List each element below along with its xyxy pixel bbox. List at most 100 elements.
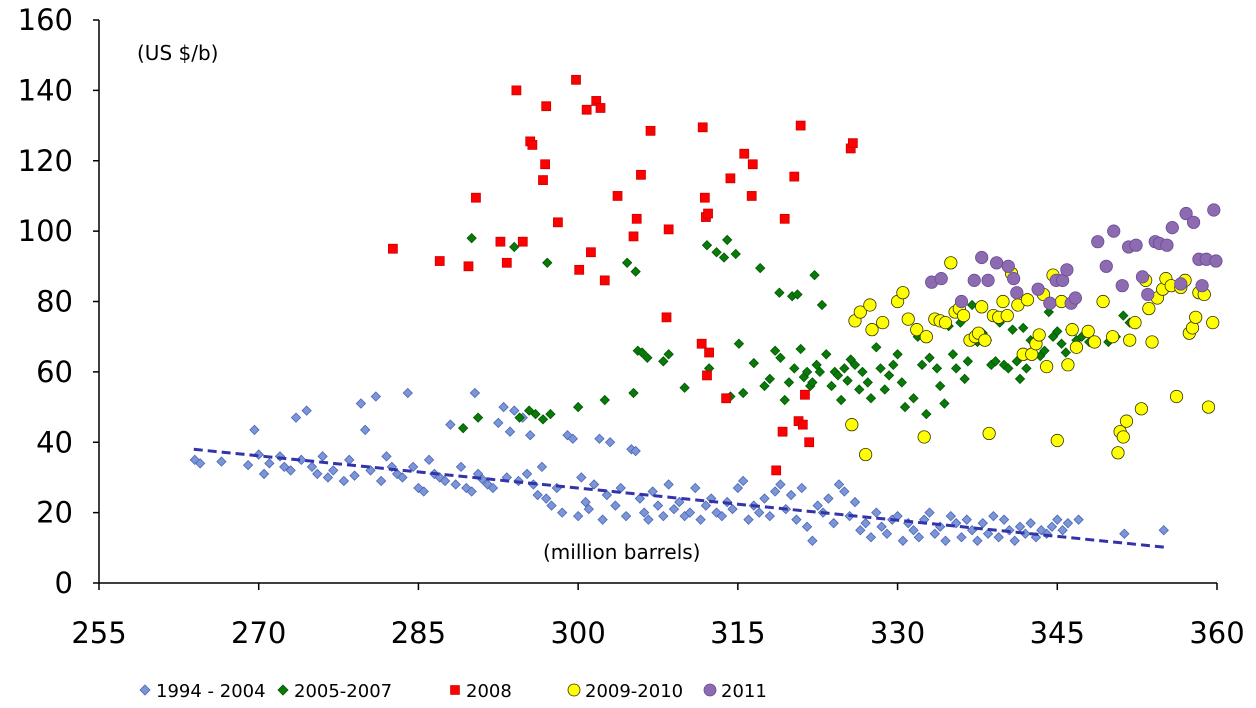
data-point-series-0 [509,405,520,416]
data-point-series-2 [663,224,674,235]
data-point-series-2 [612,191,623,201]
data-point-series-0 [647,486,658,497]
data-point-series-3 [1134,402,1149,416]
data-point-series-1 [542,257,553,268]
data-point-series-2 [777,426,788,437]
data-point-series-1 [795,343,806,355]
y-tick-label: 80 [36,285,73,319]
data-point-series-0 [961,514,972,525]
data-point-series-0 [290,412,302,423]
data-point-series-1 [839,363,850,374]
data-point-series-3 [1069,340,1084,354]
data-point-series-1 [783,377,795,388]
data-point-series-1 [1003,363,1014,374]
data-point-series-0 [469,387,481,399]
data-point-series-1 [718,252,730,263]
data-point-series-1 [509,241,520,253]
data-point-series-0 [567,433,578,444]
data-point-series-1 [811,359,822,371]
data-marks [189,74,1223,546]
data-point-series-0 [785,489,797,501]
data-point-series-0 [597,514,608,525]
data-point-series-0 [466,486,477,497]
data-point-series-4 [989,256,1004,270]
data-point-series-4 [1141,287,1155,302]
data-point-series-2 [595,103,606,113]
data-point-series-0 [562,430,573,441]
data-point-series-1 [514,412,525,423]
data-point-series-2 [636,169,646,180]
data-point-series-1 [826,380,837,392]
data-point-series-0 [525,430,536,441]
data-point-series-0 [775,479,786,490]
data-point-series-2 [538,175,548,185]
data-point-series-1 [733,338,745,349]
data-point-series-0 [908,525,919,536]
data-point-series-0 [833,479,845,490]
data-point-series-0 [546,500,557,511]
data-point-series-0 [643,514,654,525]
data-point-series-1 [537,414,549,425]
x-tick-label: 270 [231,616,286,650]
data-point-series-0 [322,472,334,483]
data-point-series-0 [504,426,516,437]
data-point-series-2 [747,159,758,170]
data-point-series-0 [588,479,600,490]
data-point-series-0 [418,486,429,497]
data-point-series-0 [849,496,861,508]
data-point-series-2 [463,261,474,272]
data-point-series-0 [576,472,587,483]
data-point-series-4 [1031,282,1045,296]
data-point-series-0 [264,458,275,469]
data-point-series-0 [381,451,392,462]
data-point-series-1 [701,240,713,251]
data-point-series-0 [1046,521,1058,532]
data-point-series-1 [755,262,766,274]
data-point-series-4 [1209,254,1223,268]
data-point-series-3 [1000,308,1014,323]
data-point-series-0 [638,507,650,518]
data-point-series-3 [1050,433,1064,448]
y-tick-label: 140 [18,73,73,107]
data-point-series-0 [743,514,754,525]
data-point-series-0 [807,535,818,546]
data-point-series-0 [839,486,850,497]
data-point-series-0 [801,521,813,532]
data-point-series-1 [789,363,800,374]
data-point-series-3 [865,323,879,337]
data-point-series-3 [1096,294,1110,309]
data-point-series-3 [1081,324,1095,339]
data-point-series-1 [722,234,733,246]
data-point-series-3 [1111,446,1125,460]
data-point-series-0 [536,461,548,473]
data-point-series-2 [501,257,512,268]
data-point-series-2 [702,370,712,381]
data-point-series-4 [1001,259,1015,273]
data-point-series-1 [934,380,946,392]
data-point-series-0 [355,398,367,409]
data-point-series-1 [1118,310,1129,321]
legend-marker-2 [450,685,460,695]
data-point-series-1 [1014,373,1026,385]
data-point-series-1 [814,366,826,378]
data-point-series-0 [541,493,552,504]
data-point-series-0 [913,532,925,543]
data-point-series-2 [599,275,610,286]
data-point-series-0 [871,507,882,518]
data-point-series-0 [601,489,613,501]
data-point-series-1 [663,349,674,360]
data-point-series-1 [871,342,882,353]
data-point-series-1 [888,359,899,371]
data-point-series-1 [748,357,759,369]
data-point-series-1 [1039,345,1050,356]
data-point-series-4 [1195,279,1209,293]
data-point-series-3 [938,316,953,330]
data-point-series-4 [1165,221,1179,235]
data-point-series-1 [764,373,775,385]
legend-marker-0 [139,684,151,696]
data-point-series-3 [1189,310,1203,324]
data-point-series-2 [771,465,782,476]
data-point-series-4 [934,272,948,286]
data-point-series-1 [628,387,639,399]
